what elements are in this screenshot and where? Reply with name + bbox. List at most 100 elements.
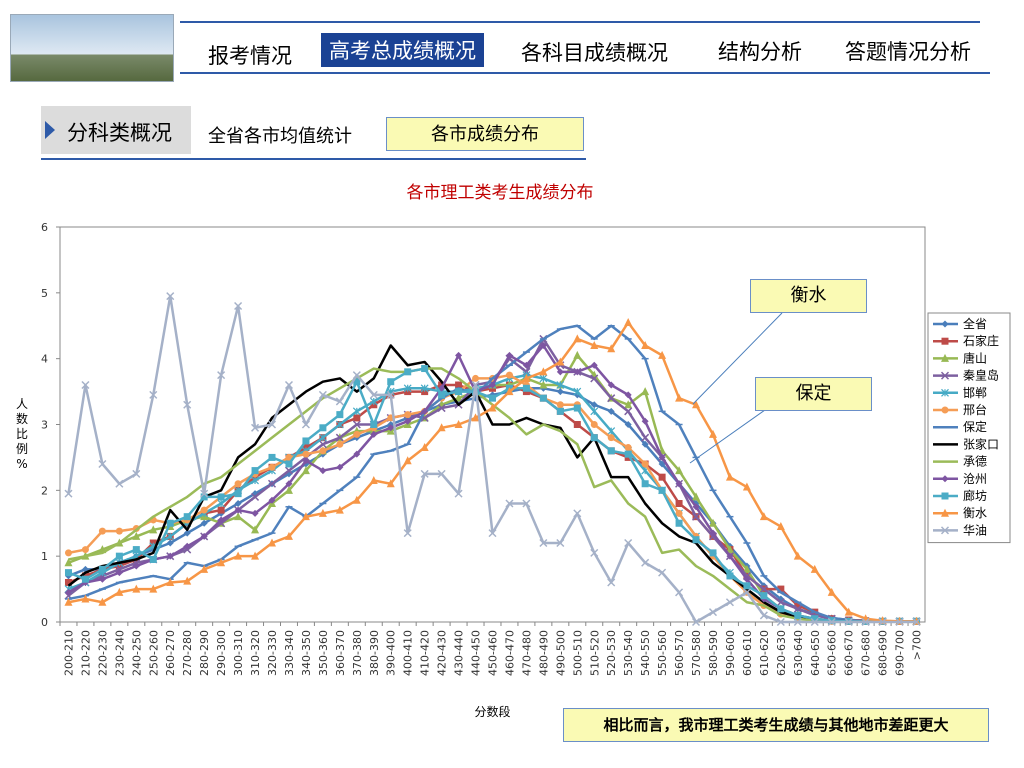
data-point [251,476,259,485]
city-distribution-button[interactable]: 各市成绩分布 [386,117,584,151]
data-point [844,617,853,627]
x-tick-label: 290-300 [215,630,228,676]
x-tick-label: 680-690 [877,630,890,676]
data-point [251,509,259,517]
data-point [505,351,513,359]
data-point [370,430,378,438]
x-tick-label: 550-560 [656,630,669,676]
chart-title: 各市理工类考生成绩分布 [406,183,594,203]
x-tick-label: 430-440 [453,630,466,676]
data-point [811,615,819,623]
data-point [522,361,530,369]
data-point [352,407,361,416]
data-point [709,549,717,557]
data-point [708,608,718,617]
data-point [336,440,344,448]
data-point [217,558,226,567]
data-point [115,569,123,577]
data-point [624,317,633,326]
data-point [776,598,785,607]
data-point [742,482,751,491]
data-point [285,480,293,488]
data-point [607,447,615,455]
tab-exam-registration[interactable]: 报考情况 [208,44,292,68]
data-point [590,407,599,416]
y-axis-label-char: 例 [16,442,28,456]
tab-subject-scores[interactable]: 各科目成绩概况 [521,41,668,65]
data-point [132,562,140,570]
y-axis-label-char: 人 [16,397,28,411]
data-point [285,453,293,461]
data-point [794,611,802,619]
data-point [98,459,107,469]
data-point [658,453,666,461]
data-point [132,531,141,540]
data-point [81,546,89,554]
y-tick-label: 5 [41,287,48,300]
city-average-link[interactable]: 全省各市均值统计 [208,126,352,147]
y-tick-label: 6 [41,221,48,234]
series-7 [67,344,917,623]
legend-marker [941,337,949,345]
data-point [675,588,684,597]
legend-label: 唐山 [963,350,987,365]
x-tick-label: 330-340 [283,630,296,676]
data-point [318,508,327,517]
data-point [895,617,904,627]
tab-answer-analysis[interactable]: 答题情况分析 [845,40,971,64]
data-point [284,531,293,540]
y-axis-label: 人数比例% [16,397,28,471]
x-tick-label: 450-460 [487,630,500,676]
data-point [268,496,276,504]
data-point [573,334,582,343]
series-0 [64,384,921,625]
data-point [404,417,412,425]
x-tick-label: 470-480 [520,630,533,676]
data-point [878,617,887,627]
data-point [353,430,361,438]
x-tick-label: 500-510 [571,630,584,676]
data-point [692,492,701,501]
data-point [336,411,344,419]
data-point [471,413,480,422]
data-point [573,509,582,518]
data-point [573,350,582,359]
data-point [403,529,412,538]
data-point [200,532,208,540]
data-point [641,387,650,396]
legend-label: 保定 [963,419,987,434]
data-point [556,388,564,396]
data-point [234,506,242,514]
data-point [234,500,242,507]
x-tick-label: 690-700 [894,630,907,676]
nav-top-rule [180,21,980,23]
data-point [166,519,174,527]
tab-structure-analysis[interactable]: 结构分析 [718,40,802,64]
data-point [234,301,243,311]
series-line [68,383,917,623]
data-point [217,493,225,501]
x-tick-label: 340-350 [300,630,313,676]
data-point [318,440,327,449]
data-point [827,617,836,627]
data-point [64,579,72,586]
data-point [420,384,429,393]
data-point [539,380,548,389]
data-point [387,378,395,386]
y-tick-label: 2 [41,484,48,497]
data-point [827,587,836,596]
data-point [421,365,429,373]
data-point [607,407,615,415]
y-tick-label: 1 [41,550,48,563]
data-point [777,605,785,613]
data-point [251,423,260,432]
data-point [455,381,463,389]
data-point [352,420,361,429]
data-point [624,400,633,409]
data-point [760,592,768,600]
data-point [386,479,395,488]
data-point [166,578,175,586]
tab-total-score-overview[interactable]: 高考总成绩概况 [321,33,484,67]
data-point [641,480,649,488]
series-12 [64,292,921,627]
